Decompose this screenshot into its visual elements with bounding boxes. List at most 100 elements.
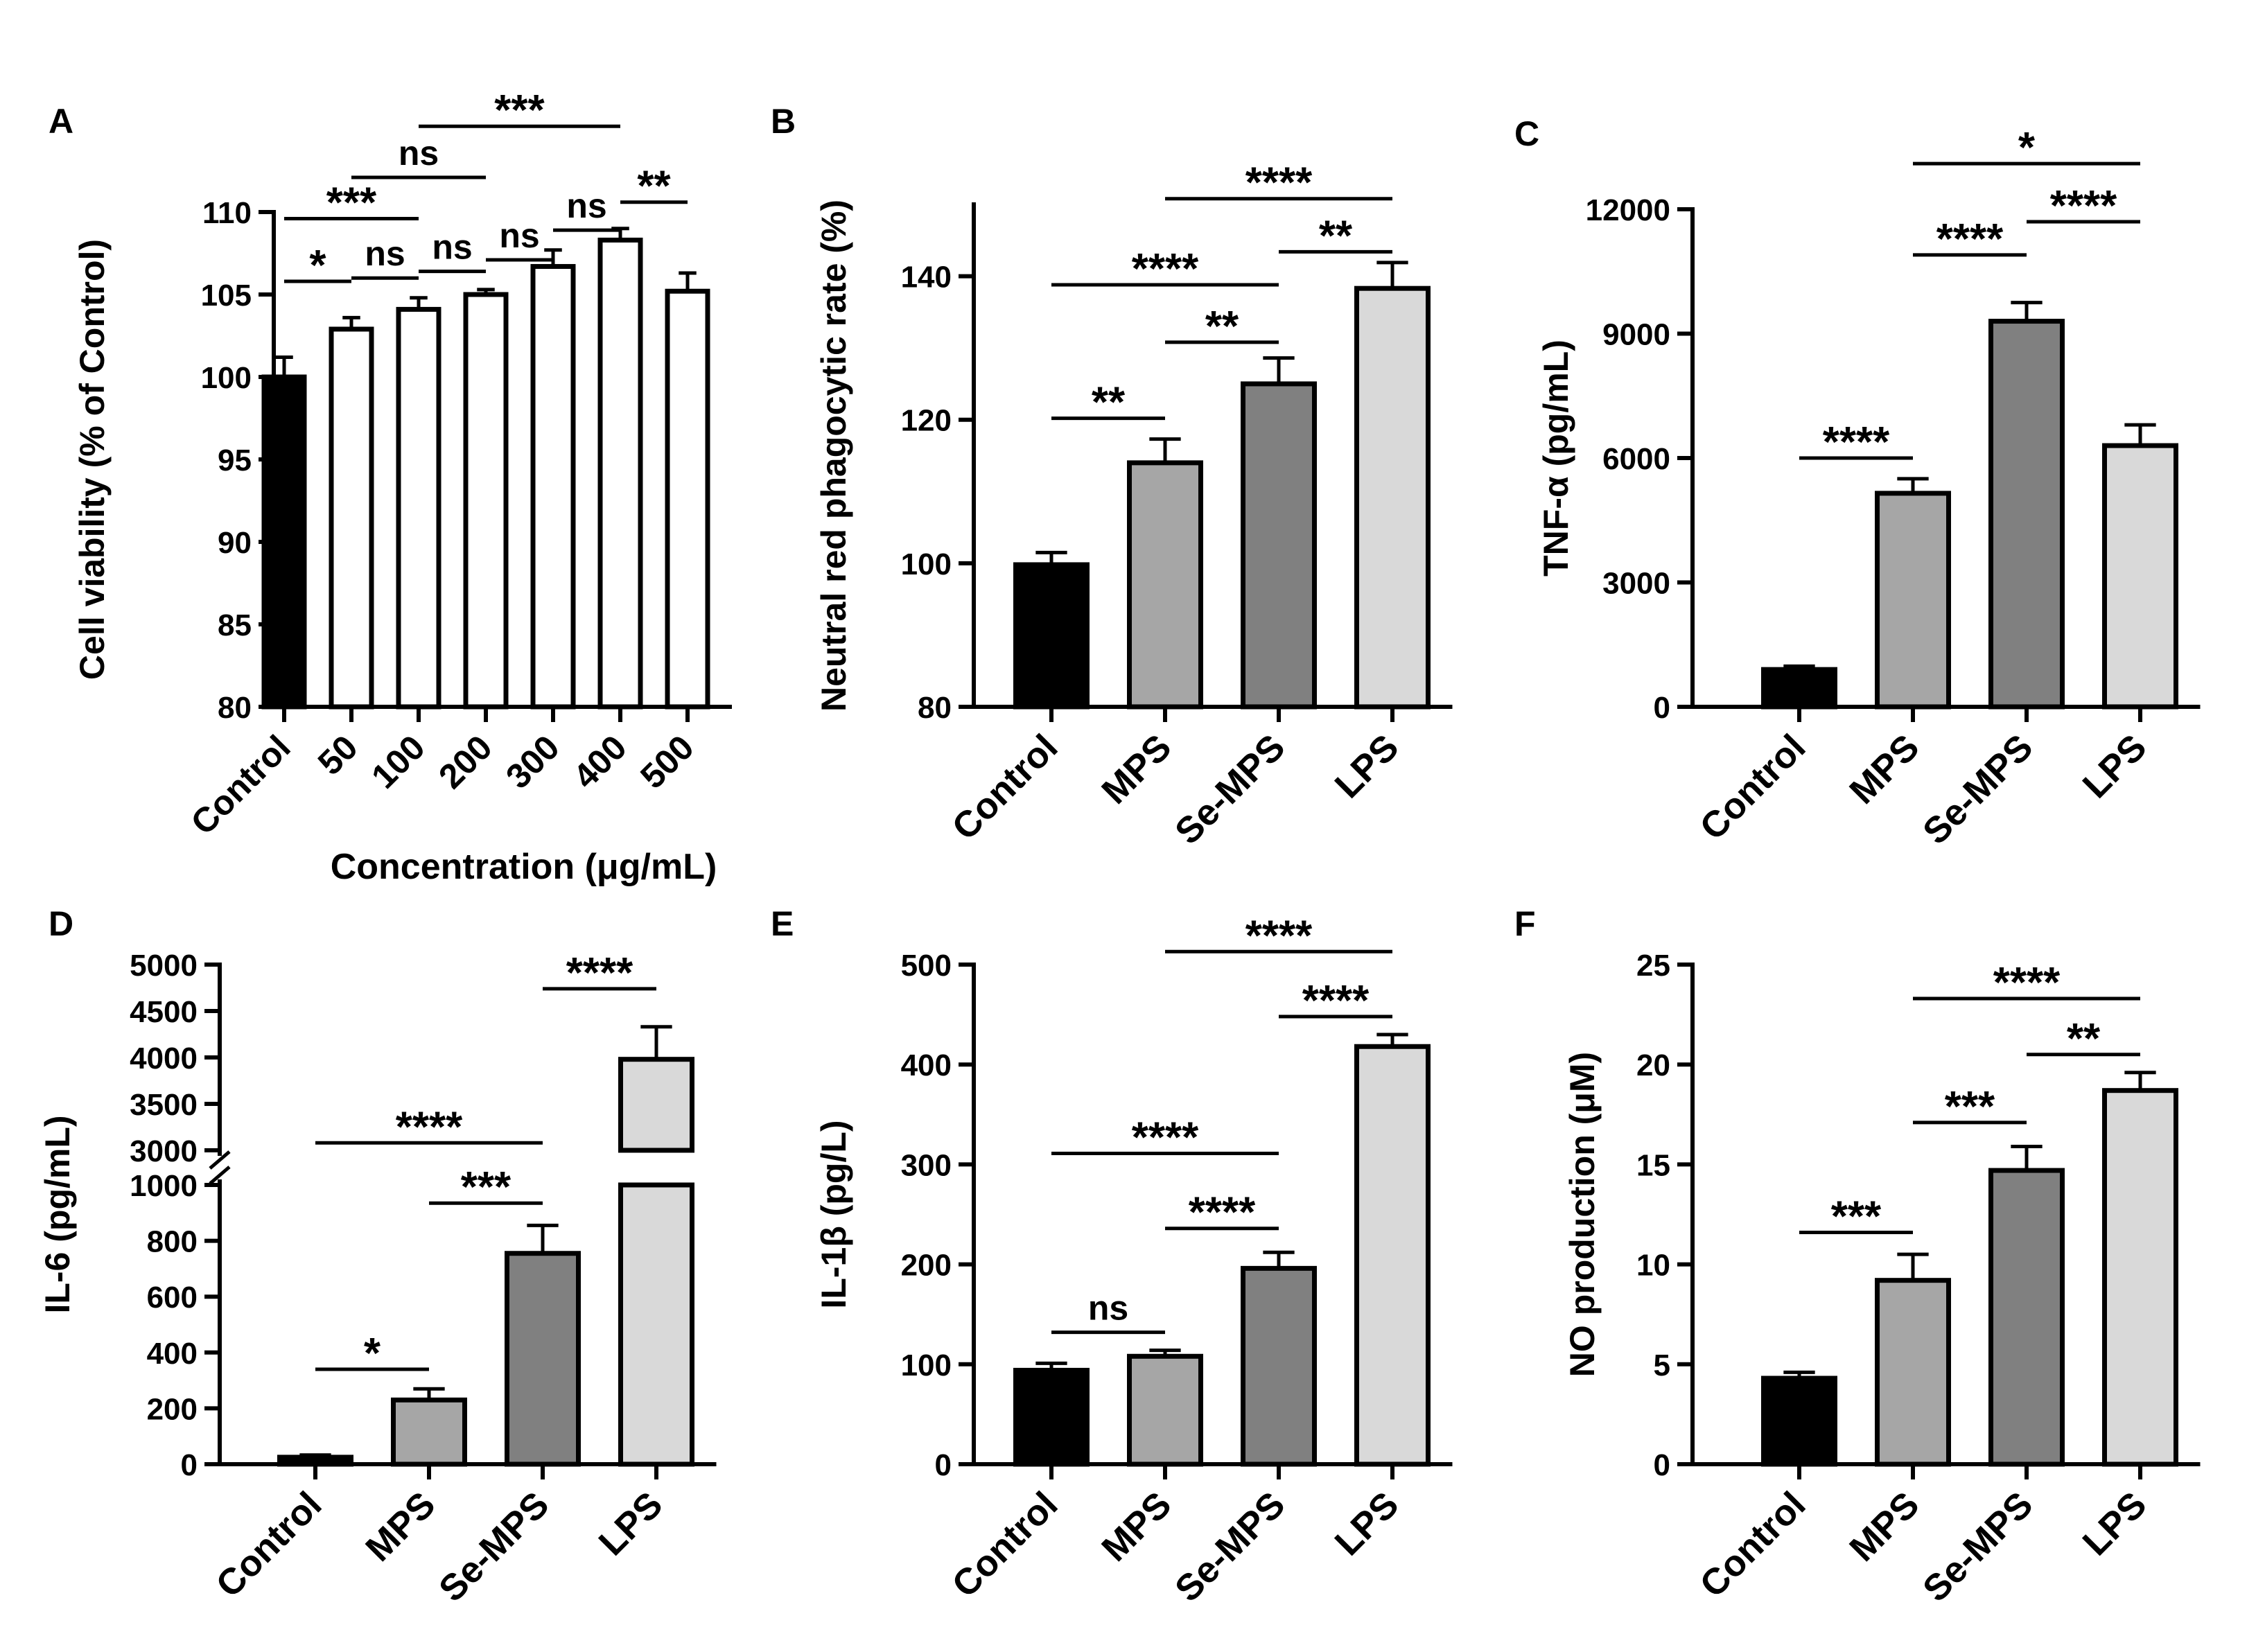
bar xyxy=(1127,460,1203,710)
significance-label: **** xyxy=(1245,912,1313,960)
y-tick-label: 4500 xyxy=(130,995,198,1029)
bar xyxy=(1127,1353,1203,1467)
significance-label: ** xyxy=(637,163,671,211)
significance-label: *** xyxy=(1945,1083,1995,1131)
significance-label: ** xyxy=(1205,303,1239,351)
bar xyxy=(597,237,643,710)
y-tick-label: 400 xyxy=(901,1048,952,1082)
significance-label: ns xyxy=(365,234,405,273)
y-axis-title: IL-1β (pg/L) xyxy=(814,1120,853,1308)
significance-label: **** xyxy=(1936,216,2004,263)
significance-label: ** xyxy=(1092,379,1126,427)
bar xyxy=(2102,443,2178,710)
significance-label: **** xyxy=(1993,959,2061,1007)
y-tick-label: 3500 xyxy=(130,1088,198,1122)
panel-label: F xyxy=(1514,904,1536,943)
bar xyxy=(277,1455,353,1467)
y-tick-label: 200 xyxy=(901,1249,952,1283)
bar xyxy=(1875,491,1951,710)
y-tick-label: 25 xyxy=(1636,949,1670,983)
bar xyxy=(1013,562,1090,710)
significance-label: * xyxy=(2018,124,2036,172)
y-tick-label: 80 xyxy=(218,691,252,725)
panel-A: A 80 85 90 95 100 105 110 Cell viability (% of C… xyxy=(49,87,732,887)
significance-label: **** xyxy=(396,1103,463,1151)
significance-label: ns xyxy=(566,186,606,225)
y-tick-label: 400 xyxy=(147,1337,198,1371)
bar xyxy=(1354,1044,1431,1467)
significance-label: **** xyxy=(1302,977,1370,1025)
bar xyxy=(1988,319,2065,710)
bar xyxy=(1241,1265,1317,1467)
panel-label: A xyxy=(49,102,73,141)
bar xyxy=(1875,1278,1951,1467)
y-tick-label: 12000 xyxy=(1586,193,1670,227)
significance-label: ** xyxy=(2067,1015,2101,1063)
y-axis-title: IL-6 (pg/mL) xyxy=(38,1115,77,1313)
panel-label: B xyxy=(771,102,796,141)
panel-label: C xyxy=(1514,114,1539,153)
y-tick-label: 500 xyxy=(901,949,952,983)
y-tick-label: 100 xyxy=(201,361,252,395)
bar xyxy=(463,292,509,710)
significance-label: ** xyxy=(1319,212,1353,260)
y-axis-title: NO production (μM) xyxy=(1563,1052,1602,1377)
bar xyxy=(505,1251,581,1467)
bar xyxy=(391,1397,467,1467)
bar xyxy=(396,306,441,710)
panel-label: D xyxy=(49,904,73,943)
y-tick-label: 5 xyxy=(1654,1348,1670,1382)
axis-break-mark xyxy=(209,1166,231,1185)
bar xyxy=(1241,381,1317,710)
y-tick-label: 10 xyxy=(1636,1249,1670,1283)
y-tick-label: 140 xyxy=(901,261,952,295)
y-tick-label: 105 xyxy=(201,279,252,313)
y-tick-label: 3000 xyxy=(1602,567,1670,601)
significance-label: **** xyxy=(1823,419,1890,466)
significance-label: **** xyxy=(566,949,633,997)
y-tick-label: 100 xyxy=(901,547,952,581)
significance-label: ns xyxy=(399,134,439,173)
y-tick-label: 9000 xyxy=(1602,318,1670,352)
bar xyxy=(1988,1168,2065,1467)
y-tick-label: 3000 xyxy=(130,1134,198,1168)
y-tick-label: 95 xyxy=(218,443,252,477)
y-tick-label: 15 xyxy=(1636,1148,1670,1182)
bar xyxy=(1761,1376,1837,1467)
bar xyxy=(261,374,307,710)
axis-break-mark xyxy=(209,1150,231,1170)
significance-label: * xyxy=(309,242,326,290)
y-tick-label: 110 xyxy=(202,196,252,230)
bar xyxy=(1761,667,1837,710)
significance-label: **** xyxy=(2050,182,2117,230)
y-tick-label: 600 xyxy=(147,1281,198,1315)
bar xyxy=(1354,285,1431,710)
y-tick-label: 120 xyxy=(901,404,952,438)
significance-label: **** xyxy=(1132,1114,1199,1162)
y-tick-label: 4000 xyxy=(130,1042,198,1075)
bar xyxy=(2102,1088,2178,1467)
y-tick-label: 90 xyxy=(218,526,252,560)
y-tick-label: 100 xyxy=(901,1348,952,1382)
y-tick-label: 300 xyxy=(901,1148,952,1182)
significance-label: **** xyxy=(1189,1189,1256,1237)
bar xyxy=(329,326,374,710)
bar xyxy=(1013,1367,1090,1467)
y-tick-label: 0 xyxy=(1654,1448,1670,1482)
y-tick-label: 5000 xyxy=(130,949,198,983)
significance-label: *** xyxy=(1831,1193,1882,1240)
significance-label: ns xyxy=(499,216,539,255)
y-axis-title: Cell viability (% of Control) xyxy=(73,239,112,680)
y-tick-label: 0 xyxy=(181,1448,198,1482)
y-tick-label: 85 xyxy=(218,608,252,642)
y-tick-label: 200 xyxy=(147,1392,198,1426)
y-tick-label: 80 xyxy=(918,691,952,725)
significance-label: *** xyxy=(494,87,545,134)
y-tick-label: 0 xyxy=(935,1448,952,1482)
bar xyxy=(530,264,576,710)
significance-label: **** xyxy=(1245,159,1313,207)
significance-label: **** xyxy=(1132,245,1199,293)
x-axis-title: Concentration (μg/mL) xyxy=(331,847,717,887)
